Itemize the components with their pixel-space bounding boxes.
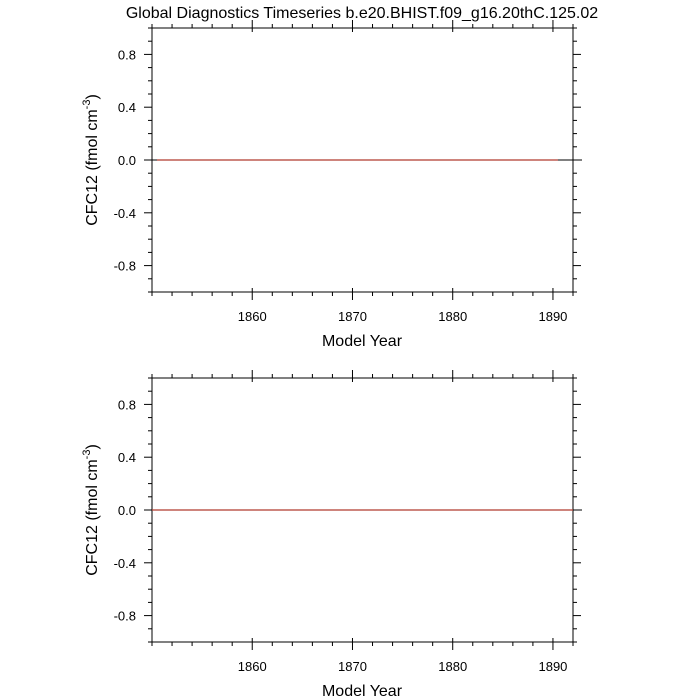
- y-tick-label: 0.4: [118, 100, 136, 115]
- y-tick-label: 0.8: [118, 47, 136, 62]
- y-axis-label-superscript: -3: [81, 450, 93, 460]
- x-tick-label: 1880: [438, 309, 467, 324]
- y-tick-label: -0.4: [114, 556, 136, 571]
- y-tick-label: -0.8: [114, 609, 136, 624]
- y-axis-label-close: ): [84, 444, 101, 449]
- labels: Model Year CFC12 (fmol cm-3): [81, 94, 403, 350]
- x-tick-label: 1890: [538, 659, 567, 674]
- y-tick-label: -0.4: [114, 206, 136, 221]
- y-tick-label: 0.0: [118, 153, 136, 168]
- y-tick-label: 0.8: [118, 397, 136, 412]
- y-axis-label: CFC12 (fmol cm-3): [81, 94, 101, 226]
- figure-title: Global Diagnostics Timeseries b.e20.BHIS…: [126, 5, 598, 22]
- x-tick-label: 1890: [538, 309, 567, 324]
- y-tick-label: 0.4: [118, 450, 136, 465]
- y-axis-label-superscript: -3: [81, 100, 93, 110]
- labels: Model Year CFC12 (fmol cm-3): [81, 444, 403, 700]
- x-tick-label: 1870: [338, 309, 367, 324]
- chart-panel-bottom: 1860 1870 1880 1890 0.8 0.4 0.0 -0.4 -0.8 Model …: [81, 370, 582, 700]
- y-axis-label-main: CFC12 (fmol cm: [84, 109, 101, 225]
- y-axis-label-main: CFC12 (fmol cm: [84, 459, 101, 575]
- y-tick-label: -0.8: [114, 259, 136, 274]
- x-axis-label: Model Year: [322, 333, 403, 350]
- x-tick-label: 1860: [238, 659, 267, 674]
- y-axis-label: CFC12 (fmol cm-3): [81, 444, 101, 576]
- chart-panel-top: 1860 1870 1880 1890 0.8 0.4 0.0 -0.4 -0.8 Model …: [81, 20, 582, 350]
- x-tick-label: 1880: [438, 659, 467, 674]
- y-tick-label: 0.0: [118, 503, 136, 518]
- x-tick-label: 1860: [238, 309, 267, 324]
- x-axis-label: Model Year: [322, 683, 403, 700]
- y-axis-label-close: ): [84, 94, 101, 99]
- x-tick-label: 1870: [338, 659, 367, 674]
